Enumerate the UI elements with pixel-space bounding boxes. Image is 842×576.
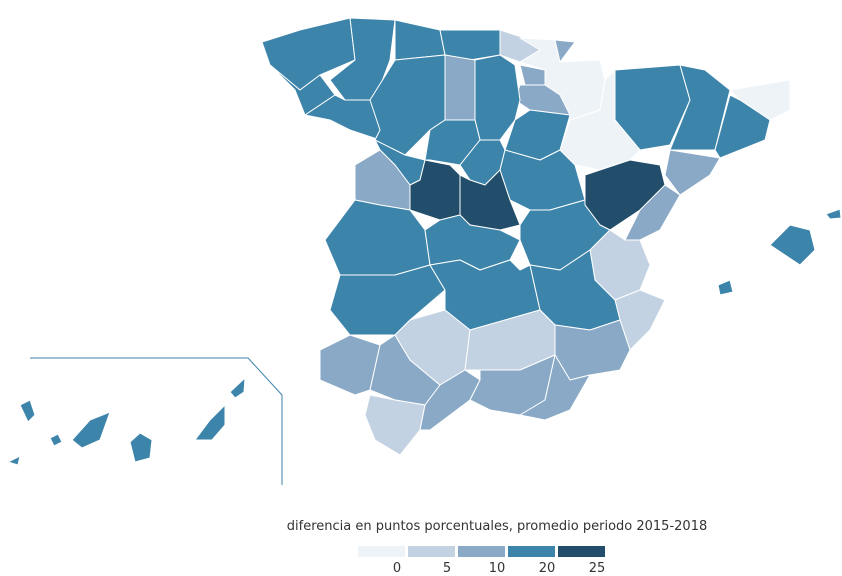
legend-title: diferencia en puntos porcentuales, prome…: [287, 519, 707, 534]
legend-tick-label: 0: [393, 561, 401, 576]
provinces: [7, 17, 842, 466]
province: [444, 54, 476, 121]
legend: 0 5 10 20 25: [358, 546, 605, 576]
province: [49, 433, 63, 447]
province: [71, 411, 111, 449]
province: [729, 79, 791, 121]
legend-tick-label: 10: [489, 561, 506, 576]
province: [7, 455, 21, 466]
legend-tick-label: 20: [539, 561, 556, 576]
province: [519, 354, 591, 421]
legend-tick-label: 5: [443, 561, 451, 576]
province: [19, 399, 36, 423]
legend-swatch: [358, 546, 405, 557]
legend-tick-label: 25: [589, 561, 606, 576]
canary-frame: [30, 357, 283, 485]
province: [194, 404, 226, 441]
province: [769, 224, 816, 266]
province: [825, 208, 842, 220]
legend-swatch: [508, 546, 555, 557]
province: [717, 279, 734, 296]
province: [229, 377, 246, 399]
legend-swatch: [408, 546, 455, 557]
province: [394, 19, 446, 61]
legend-swatch: [558, 546, 605, 557]
province: [554, 319, 631, 381]
province: [714, 94, 771, 159]
province: [664, 149, 721, 196]
province: [364, 394, 426, 456]
legend-swatch: [458, 546, 505, 557]
province: [129, 432, 153, 463]
